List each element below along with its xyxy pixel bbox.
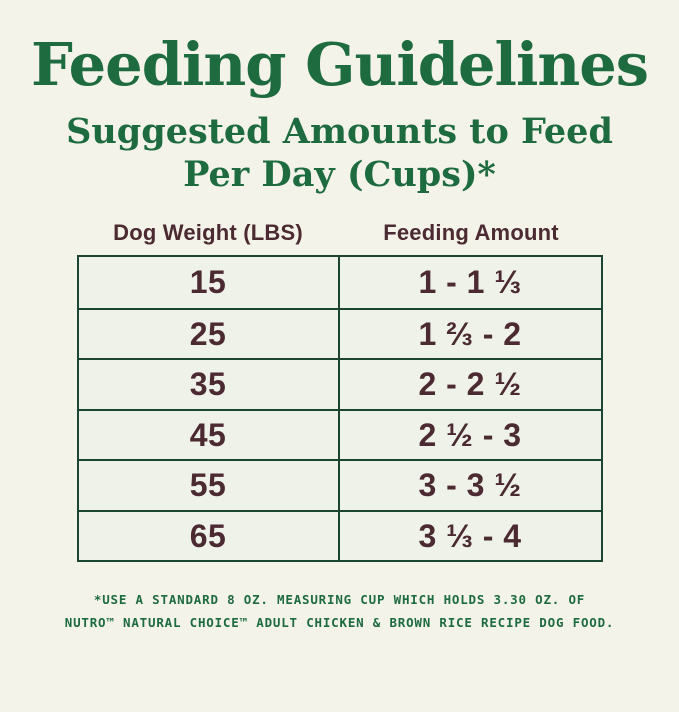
subtitle-line-2: Per Day (Cups)* bbox=[183, 153, 496, 195]
footnote: *USE A STANDARD 8 OZ. MEASURING CUP WHIC… bbox=[0, 588, 679, 634]
feeding-amount-value: 3 ⅓ - 4 bbox=[418, 517, 522, 554]
dog-weight-value: 25 bbox=[79, 309, 340, 359]
feeding-table: 15 1 - 1 ⅓ 25 1 ⅔ - 2 35 2 - 2 ½ 45 2 ½ … bbox=[76, 255, 603, 563]
table-row: 35 2 - 2 ½ bbox=[78, 358, 601, 409]
footnote-line-2: NUTRO™ NATURAL CHOICE™ ADULT CHICKEN & B… bbox=[64, 615, 615, 631]
feeding-amount-value: 2 ½ - 3 bbox=[418, 416, 522, 453]
feeding-amount-value: 3 - 3 ½ bbox=[418, 467, 522, 504]
feeding-amount-value: 2 - 2 ½ bbox=[418, 366, 522, 403]
column-header-feeding-amount: Feeding Amount bbox=[383, 220, 559, 246]
dog-weight-value: 65 bbox=[79, 511, 340, 561]
table-row: 15 1 - 1 ⅓ bbox=[79, 257, 601, 308]
dog-weight-value: 35 bbox=[79, 360, 340, 409]
feeding-amount-value: 1 - 1 ⅓ bbox=[418, 264, 522, 301]
column-header-dog-weight: Dog Weight (LBS) bbox=[113, 220, 303, 246]
feeding-guidelines-page: Feeding Guidelines Suggested Amounts to … bbox=[0, 30, 679, 635]
page-title: Feeding Guidelines bbox=[30, 30, 649, 99]
table-row: 25 1 ⅔ - 2 bbox=[78, 307, 601, 359]
page-subtitle: Suggested Amounts to Feed Per Day (Cups)… bbox=[0, 111, 679, 196]
dog-weight-value: 45 bbox=[79, 410, 340, 460]
table-row: 55 3 - 3 ½ bbox=[78, 459, 601, 510]
feeding-amount-value: 1 ⅔ - 2 bbox=[418, 315, 522, 352]
subtitle-line-1: Suggested Amounts to Feed bbox=[66, 110, 613, 152]
table-column-headers: Dog Weight (LBS) Feeding Amount bbox=[77, 220, 603, 246]
dog-weight-value: 15 bbox=[79, 257, 340, 308]
footnote-line-1: *USE A STANDARD 8 OZ. MEASURING CUP WHIC… bbox=[93, 592, 586, 608]
table-row: 65 3 ⅓ - 4 bbox=[78, 509, 601, 561]
table-row: 45 2 ½ - 3 bbox=[78, 408, 601, 460]
dog-weight-value: 55 bbox=[79, 461, 340, 510]
